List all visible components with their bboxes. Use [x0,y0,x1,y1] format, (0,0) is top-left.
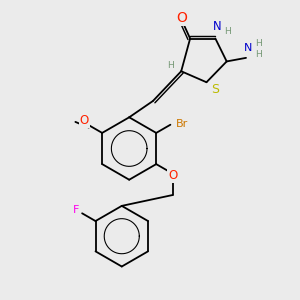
Text: O: O [168,169,177,182]
Text: F: F [72,205,79,215]
Text: O: O [177,11,188,25]
Text: Br: Br [176,119,188,129]
Text: N: N [213,20,221,33]
Text: O: O [80,114,89,127]
Text: H: H [255,39,262,48]
Text: H: H [224,27,231,36]
Text: N: N [244,44,253,53]
Text: H: H [167,61,174,70]
Text: H: H [255,50,262,59]
Text: S: S [211,83,219,97]
